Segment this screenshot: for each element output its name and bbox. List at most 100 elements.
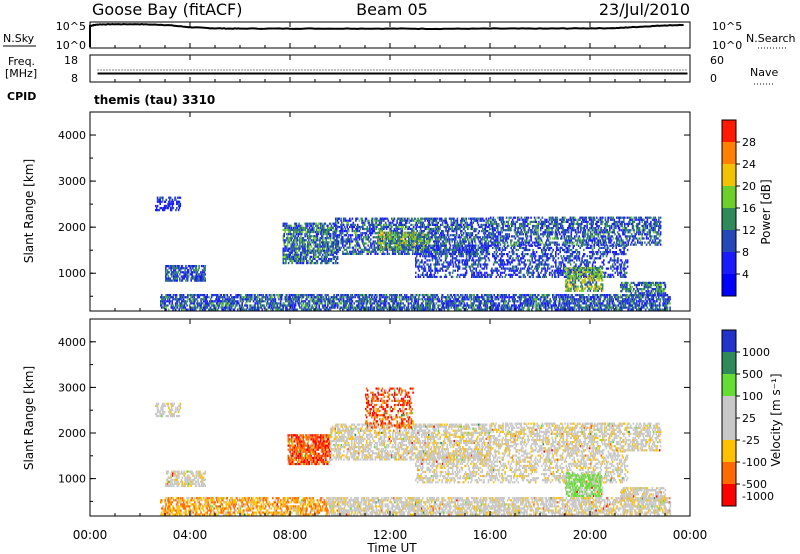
power-cell	[181, 296, 184, 299]
power-cell	[244, 308, 246, 311]
power-cell	[576, 300, 579, 303]
power-cell	[551, 306, 553, 309]
power-cell	[371, 232, 374, 235]
power-cell	[478, 298, 481, 301]
power-cell	[302, 237, 305, 240]
power-cell	[296, 255, 299, 258]
power-cell	[280, 298, 283, 301]
power-cell	[503, 306, 505, 309]
power-cell	[473, 308, 475, 311]
power-cell	[469, 306, 472, 309]
power-cell	[664, 306, 666, 309]
power-cell	[580, 296, 583, 299]
power-cell	[363, 306, 366, 309]
power-cell	[174, 196, 176, 199]
power-cell	[619, 300, 621, 303]
power-cell	[266, 302, 269, 305]
power-cell	[279, 296, 282, 299]
power-cell	[600, 302, 602, 305]
power-cell	[355, 308, 357, 311]
power-cell	[535, 298, 537, 301]
power-cell	[163, 209, 166, 212]
power-cell	[169, 300, 172, 303]
power-cell	[502, 304, 504, 307]
power-cell	[175, 271, 178, 274]
power-cell	[376, 296, 378, 299]
power-cell	[572, 296, 574, 299]
power-cell	[163, 296, 166, 299]
power-cell	[249, 300, 251, 303]
power-cell	[169, 202, 171, 205]
power-cell	[363, 219, 365, 222]
power-cell	[349, 219, 351, 222]
power-cell	[177, 275, 179, 278]
power-cell	[293, 245, 295, 248]
power-cell	[333, 241, 335, 244]
power-cell	[247, 296, 250, 299]
power-cell	[342, 302, 345, 305]
power-cell	[323, 245, 326, 248]
power-cell	[471, 223, 474, 226]
power-cell	[568, 306, 571, 309]
power-cell	[510, 308, 513, 311]
power-cell	[224, 294, 227, 297]
power-cell	[570, 294, 572, 297]
power-cell	[291, 251, 293, 254]
power-cell	[498, 302, 501, 305]
power-cell	[200, 304, 202, 307]
power-cell	[667, 302, 670, 305]
power-cell	[183, 273, 185, 276]
power-cell	[307, 300, 310, 303]
power-cell	[569, 296, 572, 299]
power-cell	[333, 257, 335, 261]
power-cell	[275, 308, 278, 311]
power-cell	[311, 259, 313, 263]
power-cell	[570, 306, 572, 309]
power-cell	[325, 294, 327, 297]
power-cell	[367, 221, 369, 224]
power-cell	[301, 243, 304, 246]
power-cell	[483, 298, 486, 301]
power-cell	[476, 294, 479, 297]
power-cell	[360, 306, 362, 309]
power-cell	[419, 304, 422, 307]
power-cell	[174, 267, 177, 270]
power-cell	[178, 265, 180, 268]
power-cell	[618, 306, 621, 309]
power-cell	[531, 306, 534, 309]
power-cell	[552, 304, 555, 307]
power-cell	[195, 265, 198, 268]
power-cell	[332, 300, 334, 303]
power-cell	[356, 306, 358, 309]
power-cell	[458, 302, 460, 305]
power-cell	[250, 294, 252, 297]
power-cell	[309, 251, 312, 254]
power-cell	[356, 248, 359, 251]
power-cell	[181, 300, 184, 303]
power-cell	[305, 302, 307, 305]
power-cell	[478, 300, 481, 303]
power-cell	[535, 300, 537, 303]
power-cell	[416, 302, 418, 305]
power-cell	[212, 302, 215, 305]
power-cell	[323, 251, 326, 254]
power-cell	[349, 304, 352, 307]
power-cell	[425, 294, 427, 297]
power-cell	[377, 308, 379, 311]
power-cell	[318, 251, 320, 254]
power-cell	[361, 217, 363, 220]
power-cell	[428, 308, 431, 311]
power-cell	[463, 302, 466, 305]
power-cell	[238, 306, 241, 309]
power-cell	[168, 277, 171, 280]
power-cell	[307, 249, 310, 252]
power-cell	[333, 233, 335, 236]
power-cell	[650, 302, 653, 305]
power-cell	[170, 209, 173, 212]
power-cell	[411, 304, 413, 307]
frequency-panel: Freq. [MHz] 18 8 Nave 60 0 CPID themis (…	[5, 54, 778, 107]
power-cell	[449, 302, 452, 305]
power-cell	[502, 298, 504, 301]
power-cell	[351, 304, 354, 307]
power-cell	[241, 296, 243, 299]
